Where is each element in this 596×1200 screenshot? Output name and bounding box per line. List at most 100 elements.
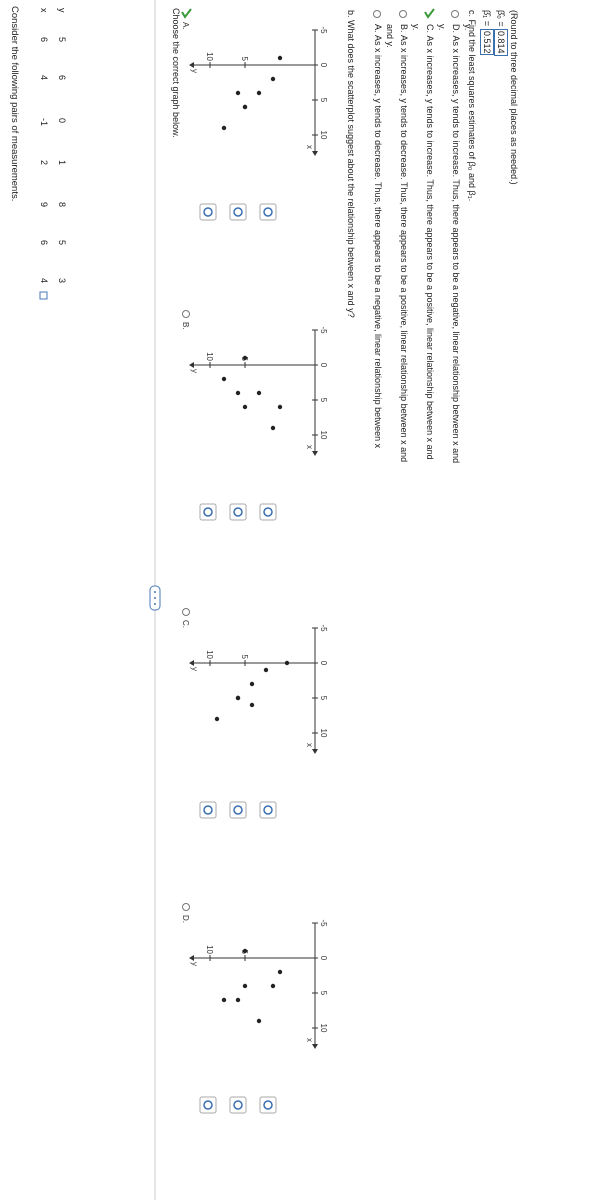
tool-icon [233,805,243,815]
data-point [242,983,248,989]
x-arrow [312,1044,318,1049]
part-c-prompt: c. Find the least squares estimates of β… [467,10,477,202]
beta0-row: β̂₀ = 0.814 [494,10,508,56]
x-arrow [312,151,318,156]
x-tick-label: -5 [319,919,328,927]
x-tick-label: 10 [319,431,328,440]
data-point [256,390,262,396]
copy-icon[interactable] [39,291,48,300]
tool-button[interactable] [229,801,247,819]
x-tick-label: -5 [319,624,328,632]
option-letter: C. [181,620,190,628]
data-point [221,997,227,1003]
x-tick-label: 10 [319,131,328,140]
tool-button[interactable] [229,1096,247,1114]
data-point [242,948,248,954]
x-tick-label: 10 [319,1024,328,1033]
x-tick-label: -5 [319,26,328,34]
data-point [214,716,220,722]
option: C. As x increases, y tends to increase. … [424,24,450,464]
tool-icon [263,805,273,815]
tool-button[interactable] [259,1096,277,1114]
data-point [221,125,227,131]
table-cell: 4 [39,75,49,81]
data-point [270,983,276,989]
option-text[interactable]: As x increases, y tends to decrease. Thu… [399,24,421,463]
y-arrow [189,362,194,368]
option: D. As x increases, y tends to increase. … [450,24,476,464]
x-arrow [312,749,318,754]
tool-button[interactable] [199,1096,217,1114]
tool-icon [233,207,243,217]
tool-button[interactable] [199,503,217,521]
tool-button[interactable] [259,503,277,521]
x-tick-label: 0 [319,661,328,666]
tool-icon [263,507,273,517]
table-cell: 1 [57,160,67,166]
option-text[interactable]: As x increases, y tends to increase. Thu… [451,24,473,464]
tool-icon [203,805,213,815]
option: B. As x increases, y tends to decrease. … [398,24,424,464]
data-point [270,425,276,431]
table-cell: -1 [39,118,49,127]
check-mark [424,8,435,19]
row-label: y [57,8,67,13]
y-arrow [189,62,194,68]
tool-icon [233,1100,243,1110]
option-letter: B. [399,24,409,33]
option-text[interactable]: As x increases, y tends to decrease. Thu… [373,24,395,449]
tool-button[interactable] [259,801,277,819]
y-arrow [189,955,194,961]
y-axis-label: y [190,962,199,966]
option-text[interactable]: As x increases, y tends to increase. Thu… [425,24,447,460]
x-tick-label: 0 [319,956,328,961]
table-cell: 5 [57,240,67,246]
table-cell: 0 [57,118,67,124]
x-tick-label: 0 [319,63,328,68]
data-point [249,681,255,687]
radio-button[interactable] [182,608,190,616]
radio-button[interactable] [399,10,407,18]
tool-button[interactable] [229,503,247,521]
part-b-prompt: b. What does the scatterplot suggest abo… [346,10,356,318]
tool-icon [203,207,213,217]
data-point [249,702,255,708]
tool-button[interactable] [199,203,217,221]
row-label: x [39,8,49,13]
option-letter: A. [373,24,383,33]
y-tick-label: 5 [240,57,249,62]
data-point [242,404,248,410]
x-axis-label: x [305,445,314,449]
table-cell: 4 [39,278,49,284]
tool-icon [203,1100,213,1110]
y-tick-label: 10 [205,52,214,61]
beta0-value[interactable]: 0.814 [494,29,508,56]
x-tick-label: 10 [319,729,328,738]
option-letter: C. [425,24,435,33]
tool-icon [263,207,273,217]
y-arrow [189,660,194,666]
beta0-label: β̂₀ = [496,10,506,27]
x-tick-label: 5 [319,696,328,701]
y-axis-label: y [190,369,199,373]
tool-button[interactable] [259,203,277,221]
x-tick-label: 5 [319,398,328,403]
tool-button[interactable] [229,203,247,221]
data-point [277,55,283,61]
data-point [235,90,241,96]
beta1-value[interactable]: 0.512 [480,28,494,56]
radio-button[interactable] [451,10,459,18]
y-tick-label: 10 [205,945,214,954]
y-axis-label: y [190,667,199,671]
radio-button[interactable] [373,10,381,18]
radio-button[interactable] [182,903,190,911]
y-tick-label: 10 [205,650,214,659]
x-tick-label: 5 [319,98,328,103]
tool-button[interactable] [199,801,217,819]
x-tick-label: 5 [319,991,328,996]
data-point [277,404,283,410]
intro: Consider the following pairs of measurem… [9,6,20,202]
data-point [256,1018,262,1024]
radio-button[interactable] [182,310,190,318]
data-point [284,660,290,666]
